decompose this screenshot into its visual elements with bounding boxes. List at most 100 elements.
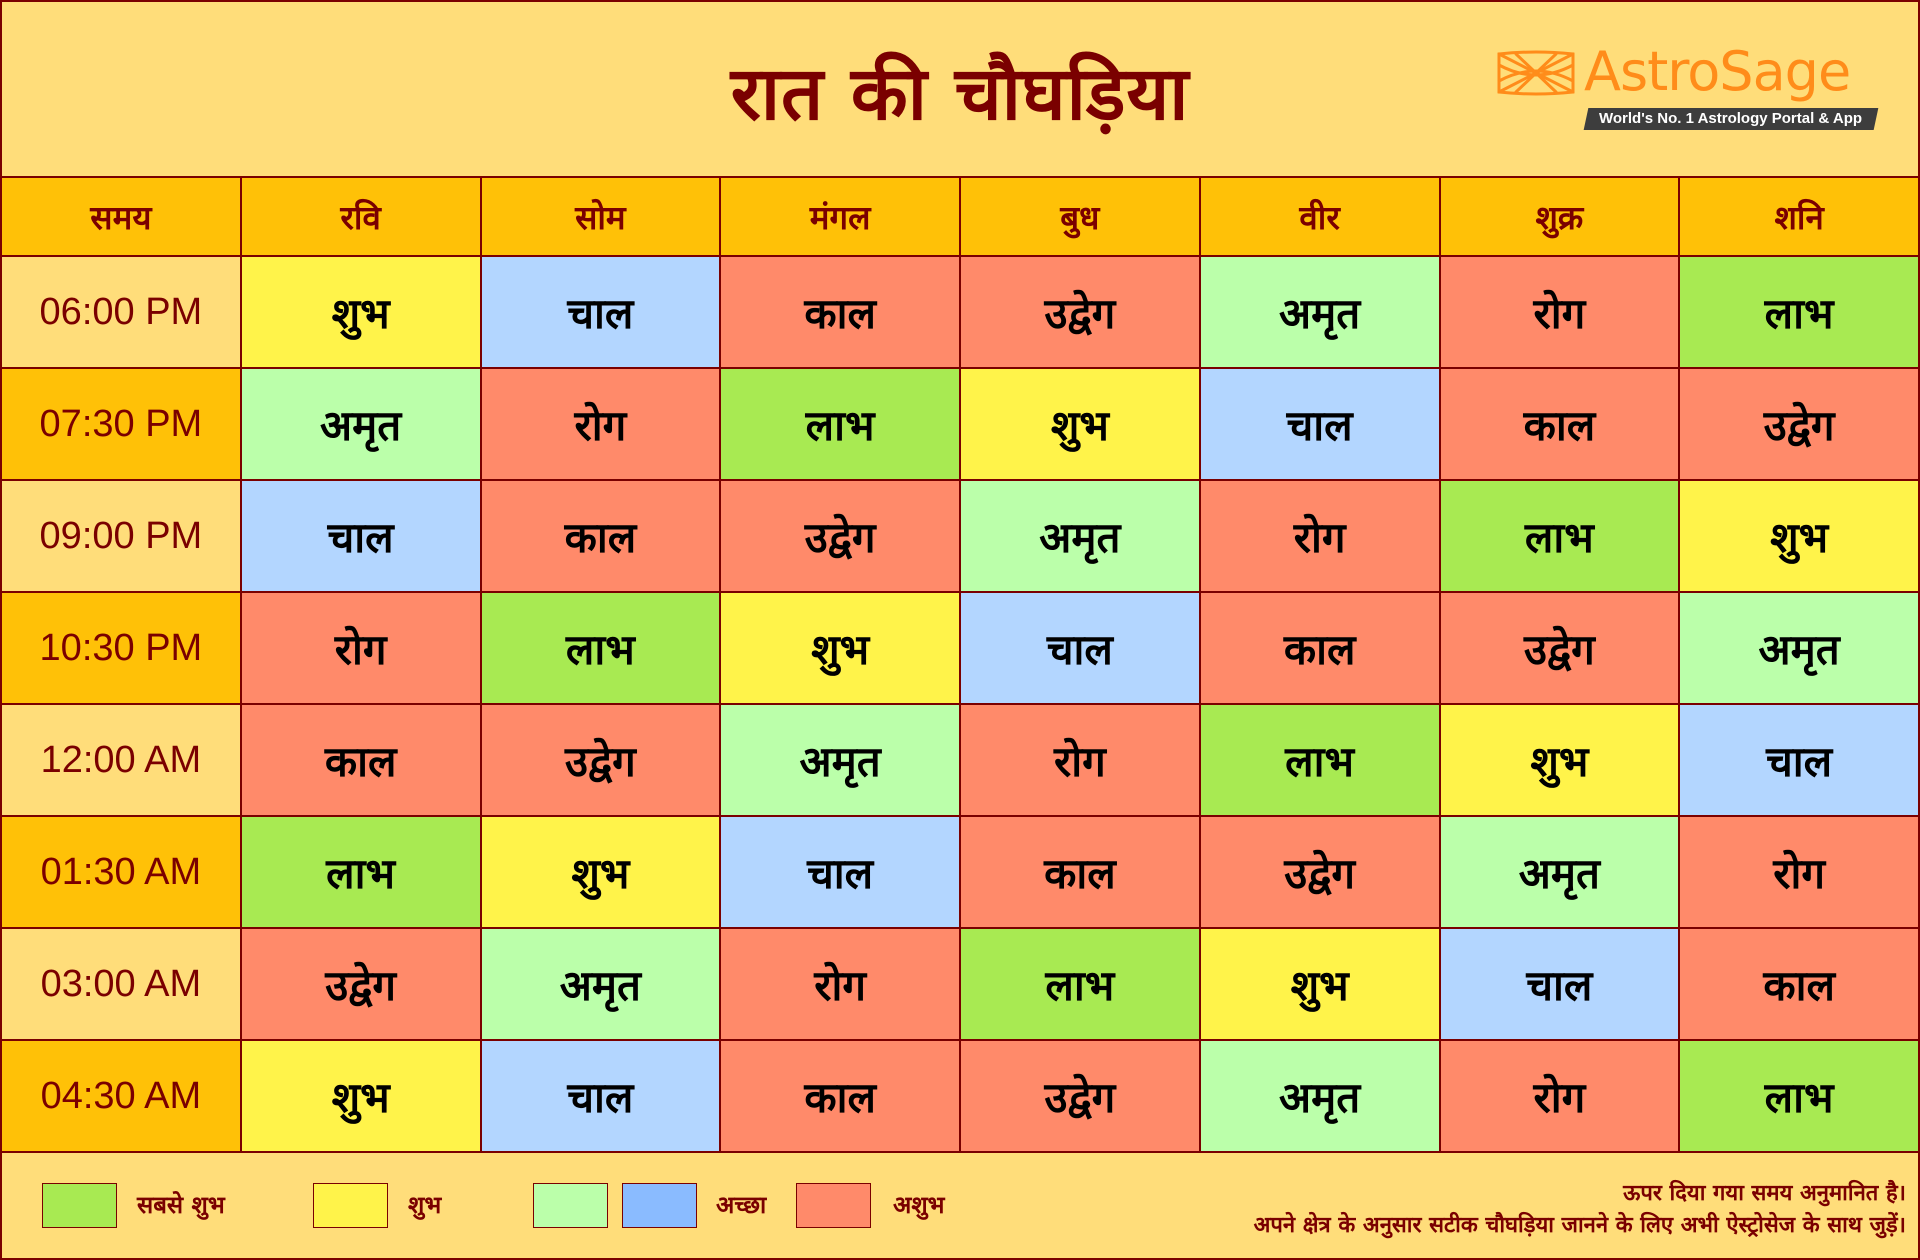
choghadiya-cell: चाल: [1678, 703, 1920, 817]
choghadiya-cell: रोग: [1438, 255, 1681, 369]
choghadiya-cell: रोग: [1198, 479, 1441, 593]
astrosage-net-icon: [1497, 50, 1575, 96]
choghadiya-cell: काल: [959, 815, 1201, 929]
choghadiya-cell: शुभ: [1678, 479, 1920, 593]
note-line-1: ऊपर दिया गया समय अनुमानित है।: [1623, 1181, 1906, 1206]
legend-label-good: अच्छा: [716, 1191, 767, 1219]
time-cell: 07:30 PM: [0, 367, 242, 481]
choghadiya-cell: उद्वेग: [1678, 367, 1920, 481]
choghadiya-cell: शुभ: [239, 255, 482, 369]
table-row: 01:30 AM लाभ शुभ चाल काल उद्वेग अमृत रोग: [0, 815, 1920, 929]
logo-brand-text: AstroSage: [1584, 40, 1851, 103]
time-cell: 12:00 AM: [0, 703, 242, 817]
choghadiya-cell: शुभ: [1438, 703, 1681, 817]
table-row: 06:00 PM शुभ चाल काल उद्वेग अमृत रोग लाभ: [0, 255, 1920, 369]
choghadiya-cell: चाल: [479, 255, 722, 369]
legend-label-inauspicious: अशुभ: [893, 1191, 945, 1219]
legend: सबसे शुभ शुभ अच्छा अशुभ: [0, 1150, 1920, 1260]
note-line-2: अपने क्षेत्र के अनुसार सटीक चौघड़िया जान…: [1253, 1213, 1906, 1238]
choghadiya-cell: लाभ: [479, 591, 722, 705]
choghadiya-cell: अमृत: [1678, 591, 1920, 705]
choghadiya-cell: शुभ: [239, 1039, 482, 1153]
time-cell: 09:00 PM: [0, 479, 242, 593]
choghadiya-cell: लाभ: [959, 927, 1201, 1041]
table-row: 09:00 PM चाल काल उद्वेग अमृत रोग लाभ शुभ: [0, 479, 1920, 593]
table-row: 03:00 AM उद्वेग अमृत रोग लाभ शुभ चाल काल: [0, 927, 1920, 1041]
choghadiya-cell: लाभ: [1678, 1039, 1920, 1153]
choghadiya-cell: अमृत: [1198, 255, 1441, 369]
choghadiya-cell: काल: [719, 1039, 961, 1153]
choghadiya-cell: उद्वेग: [1198, 815, 1441, 929]
header-sunday: रवि: [239, 176, 482, 257]
time-cell: 06:00 PM: [0, 255, 242, 369]
header-time: समय: [0, 176, 242, 257]
choghadiya-cell: रोग: [959, 703, 1201, 817]
choghadiya-cell: काल: [719, 255, 961, 369]
choghadiya-cell: काल: [239, 703, 482, 817]
choghadiya-cell: शुभ: [479, 815, 722, 929]
choghadiya-cell: अमृत: [719, 703, 961, 817]
choghadiya-cell: रोग: [479, 367, 722, 481]
choghadiya-cell: उद्वेग: [479, 703, 722, 817]
legend-label-most-auspicious: सबसे शुभ: [137, 1191, 225, 1219]
choghadiya-cell: अमृत: [479, 927, 722, 1041]
table-row: 12:00 AM काल उद्वेग अमृत रोग लाभ शुभ चाल: [0, 703, 1920, 817]
choghadiya-cell: रोग: [1678, 815, 1920, 929]
choghadiya-cell: काल: [1438, 367, 1681, 481]
choghadiya-cell: उद्वेग: [239, 927, 482, 1041]
legend-swatch-good-green: [533, 1183, 608, 1228]
choghadiya-cell: अमृत: [959, 479, 1201, 593]
disclaimer-note: ऊपर दिया गया समय अनुमानित है। अपने क्षेत…: [1254, 1178, 1906, 1242]
choghadiya-cell: रोग: [239, 591, 482, 705]
choghadiya-cell: लाभ: [1438, 479, 1681, 593]
choghadiya-cell: उद्वेग: [719, 479, 961, 593]
astrosage-logo[interactable]: AstroSage World's No. 1 Astrology Portal…: [1496, 40, 1879, 134]
choghadiya-cell: चाल: [479, 1039, 722, 1153]
time-cell: 01:30 AM: [0, 815, 242, 929]
header-friday: शुक्र: [1438, 176, 1681, 257]
table-header-row: समय रवि सोम मंगल बुध वीर शुक्र शनि: [0, 176, 1920, 257]
header-tuesday: मंगल: [719, 176, 961, 257]
choghadiya-cell: चाल: [1198, 367, 1441, 481]
table-row: 07:30 PM अमृत रोग लाभ शुभ चाल काल उद्वेग: [0, 367, 1920, 481]
choghadiya-cell: उद्वेग: [1438, 591, 1681, 705]
table-row: 04:30 AM शुभ चाल काल उद्वेग अमृत रोग लाभ: [0, 1039, 1920, 1153]
header-thursday: वीर: [1198, 176, 1441, 257]
choghadiya-cell: चाल: [959, 591, 1201, 705]
choghadiya-table: समय रवि सोम मंगल बुध वीर शुक्र शनि 06:00…: [0, 176, 1920, 1153]
choghadiya-cell: काल: [479, 479, 722, 593]
legend-swatch-inauspicious: [796, 1183, 871, 1228]
table-row: 10:30 PM रोग लाभ शुभ चाल काल उद्वेग अमृत: [0, 591, 1920, 705]
choghadiya-cell: चाल: [719, 815, 961, 929]
header-monday: सोम: [479, 176, 722, 257]
choghadiya-cell: रोग: [1438, 1039, 1681, 1153]
legend-swatch-most-auspicious: [42, 1183, 117, 1228]
choghadiya-cell: लाभ: [239, 815, 482, 929]
legend-label-auspicious: शुभ: [408, 1191, 442, 1219]
choghadiya-cell: काल: [1198, 591, 1441, 705]
choghadiya-cell: अमृत: [239, 367, 482, 481]
choghadiya-cell: चाल: [239, 479, 482, 593]
choghadiya-cell: लाभ: [1198, 703, 1441, 817]
choghadiya-cell: उद्वेग: [959, 255, 1201, 369]
time-cell: 10:30 PM: [0, 591, 242, 705]
choghadiya-cell: शुभ: [1198, 927, 1441, 1041]
choghadiya-cell: उद्वेग: [959, 1039, 1201, 1153]
choghadiya-cell: काल: [1678, 927, 1920, 1041]
choghadiya-cell: अमृत: [1198, 1039, 1441, 1153]
logo-tagline: World's No. 1 Astrology Portal & App: [1583, 108, 1879, 130]
choghadiya-cell: शुभ: [959, 367, 1201, 481]
time-cell: 04:30 AM: [0, 1039, 242, 1153]
header-wednesday: बुध: [959, 176, 1201, 257]
page-title: रात की चौघड़िया: [730, 51, 1190, 137]
choghadiya-cell: अमृत: [1438, 815, 1681, 929]
choghadiya-cell: लाभ: [1678, 255, 1920, 369]
choghadiya-cell: रोग: [719, 927, 961, 1041]
choghadiya-cell: लाभ: [719, 367, 961, 481]
choghadiya-cell: शुभ: [719, 591, 961, 705]
time-cell: 03:00 AM: [0, 927, 242, 1041]
choghadiya-cell: चाल: [1438, 927, 1681, 1041]
header-saturday: शनि: [1678, 176, 1920, 257]
legend-swatch-good-blue: [622, 1183, 697, 1228]
legend-swatch-auspicious: [313, 1183, 388, 1228]
